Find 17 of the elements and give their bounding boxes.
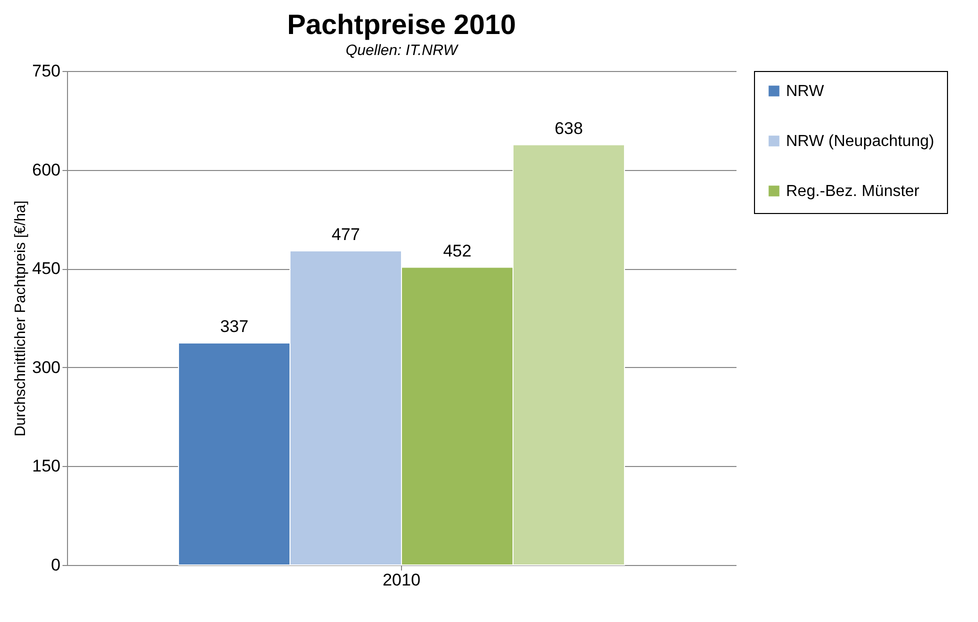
y-tick-label: 300 [32, 358, 60, 377]
y-tick-label: 450 [32, 259, 60, 278]
chart-title: Pachtpreise 2010 [287, 9, 516, 40]
legend-label: NRW [786, 83, 825, 100]
data-label: 638 [554, 118, 583, 138]
legend-label: Reg.-Bez. Münster [786, 183, 920, 200]
x-tick-label: 2010 [382, 570, 420, 590]
data-label: 452 [443, 241, 472, 260]
legend-label: NRW (Neupachtung) [786, 133, 934, 150]
y-tick-label: 750 [32, 62, 60, 80]
y-tick-label: 150 [32, 456, 60, 476]
y-tick-label: 0 [51, 556, 60, 574]
chart-subtitle: Quellen: IT.NRW [346, 42, 460, 59]
data-label: 337 [220, 317, 248, 336]
y-axis-title: Durchschnittlicher Pachtpreis [€/ha] [12, 200, 30, 436]
y-tick-label: 600 [32, 160, 60, 180]
data-label: 477 [332, 224, 360, 244]
